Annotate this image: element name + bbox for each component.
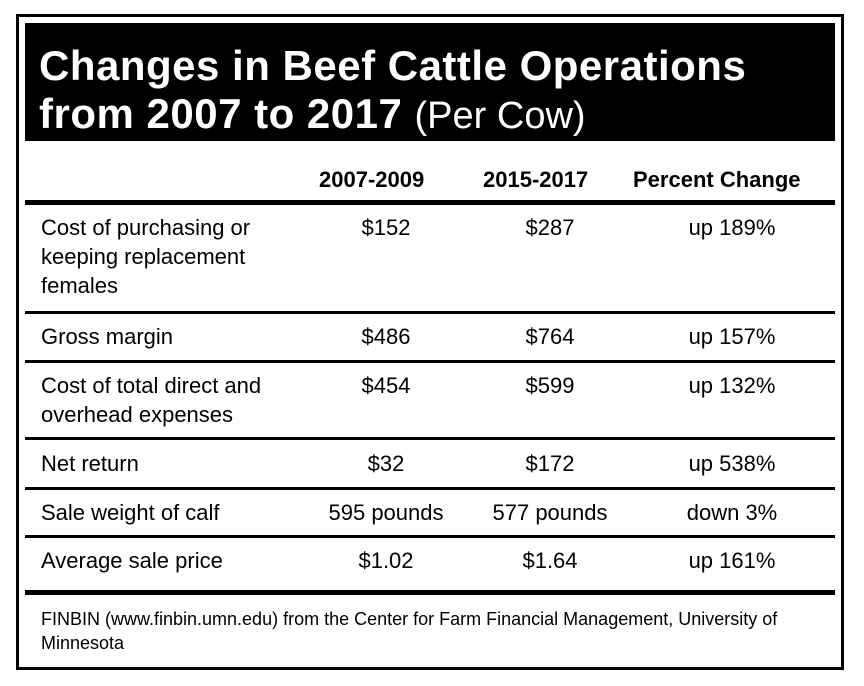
row-label: Gross margin bbox=[41, 324, 174, 349]
row-value-2015-2017: $172 bbox=[525, 451, 575, 476]
row-value-2015-2017: $599 bbox=[525, 373, 575, 398]
row-value-2015-2017: $764 bbox=[525, 324, 575, 349]
row-value-2007-2009: $152 bbox=[361, 215, 411, 240]
row-value-percent-change: down 3% bbox=[686, 500, 778, 525]
row-value-2015-2017: $287 bbox=[525, 215, 575, 240]
row-rule bbox=[25, 535, 835, 538]
title-bar: Changes in Beef Cattle Operations from 2… bbox=[25, 23, 835, 141]
row-value-percent-change: up 132% bbox=[688, 373, 776, 398]
row-value-2015-2017: $1.64 bbox=[522, 548, 578, 573]
row-value-percent-change: up 161% bbox=[688, 548, 776, 573]
row-rule bbox=[25, 487, 835, 490]
row-label: Net return bbox=[41, 451, 139, 476]
row-value-2007-2009: $454 bbox=[361, 373, 411, 398]
row-value-2007-2009: $32 bbox=[367, 451, 405, 476]
title-subtitle: (Per Cow) bbox=[414, 95, 586, 137]
title-line-2-text: from 2007 to 2017 bbox=[39, 90, 403, 137]
row-rule bbox=[25, 360, 835, 363]
row-value-2007-2009: 595 pounds bbox=[328, 500, 444, 525]
column-header-percent-change: Percent Change bbox=[633, 167, 801, 192]
header-rule bbox=[25, 200, 835, 205]
row-label: Sale weight of calf bbox=[41, 500, 220, 525]
row-rule bbox=[25, 437, 835, 440]
row-value-2015-2017: 577 pounds bbox=[492, 500, 608, 525]
row-label: Cost of total direct and overhead expens… bbox=[41, 373, 262, 427]
row-value-percent-change: up 157% bbox=[688, 324, 776, 349]
row-value-percent-change: up 189% bbox=[688, 215, 776, 240]
row-label: Average sale price bbox=[41, 548, 223, 573]
footer-rule bbox=[25, 590, 835, 595]
source-note: FINBIN (www.finbin.umn.edu) from the Cen… bbox=[41, 609, 778, 653]
row-value-percent-change: up 538% bbox=[688, 451, 776, 476]
title-line-2: from 2007 to 2017 (Per Cow) bbox=[39, 90, 586, 137]
row-rule bbox=[25, 311, 835, 314]
column-header-2007-2009: 2007-2009 bbox=[319, 167, 425, 192]
title-line-1: Changes in Beef Cattle Operations bbox=[39, 42, 747, 89]
row-label: Cost of purchasing or keeping replacemen… bbox=[41, 215, 251, 298]
column-header-2015-2017: 2015-2017 bbox=[483, 167, 589, 192]
row-value-2007-2009: $486 bbox=[361, 324, 411, 349]
row-value-2007-2009: $1.02 bbox=[358, 548, 414, 573]
table-frame: Changes in Beef Cattle Operations from 2… bbox=[16, 14, 844, 670]
